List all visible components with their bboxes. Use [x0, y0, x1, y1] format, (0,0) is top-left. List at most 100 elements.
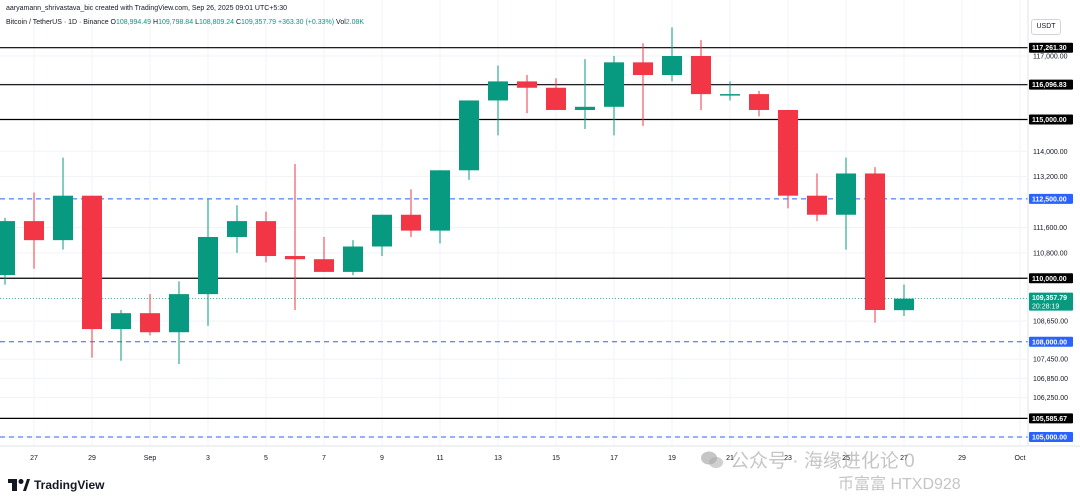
candle-body [430, 170, 450, 231]
candle-body [662, 56, 682, 76]
level-price-label: 115,000.00 [1032, 117, 1067, 124]
candle-body [0, 221, 15, 276]
candle-body [894, 298, 914, 311]
candle-body [488, 81, 508, 101]
bearish-candle [314, 236, 334, 272]
bullish-candle [575, 59, 595, 130]
open-label: O [110, 19, 116, 26]
candle-body [865, 173, 885, 310]
level-price-label: 112,500.00 [1032, 196, 1067, 203]
bearish-candle [517, 75, 537, 114]
bullish-candle [53, 157, 73, 250]
tradingview-logo-text: TradingView [34, 478, 105, 492]
candle-body [285, 256, 305, 260]
time-tick-label: 5 [264, 455, 268, 462]
time-tick-label: 19 [668, 455, 676, 462]
bearish-candle [82, 195, 102, 358]
level-price-label: 110,000.00 [1032, 276, 1067, 283]
candle-body [343, 246, 363, 272]
time-tick-label: 17 [610, 455, 618, 462]
bullish-candle [720, 81, 740, 101]
high-value: 109,798.84 [158, 19, 194, 26]
last-price-tag [1029, 292, 1073, 311]
bullish-candle [459, 100, 479, 180]
tradingview-logo-icon [8, 479, 30, 491]
price-tick-label: 106,850.00 [1033, 376, 1068, 383]
currency-button[interactable]: USDT [1031, 19, 1061, 35]
level-price-tag [1029, 114, 1073, 125]
level-price-label: 116,096.83 [1032, 82, 1067, 89]
level-price-tag [1029, 42, 1073, 53]
bullish-candle [343, 240, 363, 276]
bearish-candle [546, 78, 566, 110]
candle-body [401, 214, 421, 231]
candle-body [575, 106, 595, 110]
bearish-candle [24, 192, 44, 269]
price-tick-label: 111,600.00 [1033, 225, 1067, 232]
level-price-tag [1029, 413, 1073, 424]
price-tick-label: 117,000.00 [1033, 54, 1068, 61]
low-value: 108,809.24 [198, 19, 235, 26]
time-tick-label: 25 [842, 455, 850, 462]
candle-body [140, 313, 160, 333]
time-tick-label: 29 [88, 455, 96, 462]
tradingview-logo[interactable]: TradingView [8, 478, 104, 492]
candles [0, 27, 914, 364]
volume-value: 2.08K [345, 19, 365, 26]
time-tick-label: 7 [322, 455, 326, 462]
time-tick-label: 13 [494, 455, 502, 462]
level-price-label: 105,585.67 [1032, 416, 1067, 423]
candle-body [720, 94, 740, 96]
bearish-candle [140, 294, 160, 336]
candle-body [24, 221, 44, 241]
change-value: +363.30 (+0.33%) [278, 19, 335, 26]
price-tick-label: 114,000.00 [1033, 149, 1068, 156]
last-price-label: 109,357.79 [1032, 295, 1067, 302]
open-value: 108,994.49 [116, 19, 152, 26]
bearish-candle [285, 163, 305, 310]
time-tick-label: 15 [552, 455, 560, 462]
bullish-candle [0, 217, 15, 285]
bearish-candle [401, 189, 421, 237]
bullish-candle [488, 65, 508, 136]
price-tick-label: 108,650.00 [1033, 319, 1068, 326]
level-price-tag [1029, 336, 1073, 347]
time-axis[interactable]: 27 29 Sep 3 5 7 9 11 13 15 17 19 21 23 25 27 29 Oct [0, 445, 1080, 462]
time-tick-label: 27 [30, 455, 38, 462]
high-label: H [153, 19, 159, 26]
price-tick-label: 107,450.00 [1033, 357, 1068, 364]
time-tick-label: 9 [380, 455, 384, 462]
candle-body [372, 214, 392, 247]
bearish-candle [778, 109, 798, 209]
time-tick-label: 21 [726, 455, 734, 462]
low-label: L [195, 19, 199, 26]
symbol-info: Bitcoin / TetherUS · 1D · Binance O108,9… [6, 19, 364, 26]
level-price-tag [1029, 79, 1073, 90]
candle-body [111, 313, 131, 330]
countdown-label: 20:28:19 [1032, 304, 1059, 311]
candle-body [53, 195, 73, 241]
price-tick-label: 113,200.00 [1033, 174, 1068, 181]
bearish-candle [691, 40, 711, 110]
time-tick-label: 29 [958, 455, 966, 462]
candle-body [517, 81, 537, 88]
price-tick-label: 106,250.00 [1033, 395, 1068, 402]
watermark-line1: 公众号 · 海缘进化论 0 [730, 451, 915, 472]
bullish-candle [430, 170, 450, 244]
price-axis[interactable]: 117,000.00116,150.00115,000.00114,000.00… [1027, 0, 1073, 446]
bullish-candle [111, 310, 131, 361]
time-tick-label: Sep [144, 455, 157, 462]
bullish-candle [198, 198, 218, 326]
candle-body [807, 195, 827, 215]
bullish-candle [227, 205, 247, 253]
bearish-candle [807, 173, 827, 222]
time-tick-label: 27 [900, 455, 908, 462]
candle-body [546, 87, 566, 110]
candle-body [604, 62, 624, 107]
candle-body [459, 100, 479, 171]
bearish-candle [865, 167, 885, 323]
watermark-line2: 币富富 HTXD928 [838, 476, 961, 493]
candle-body [227, 221, 247, 237]
level-price-tag [1029, 432, 1073, 442]
